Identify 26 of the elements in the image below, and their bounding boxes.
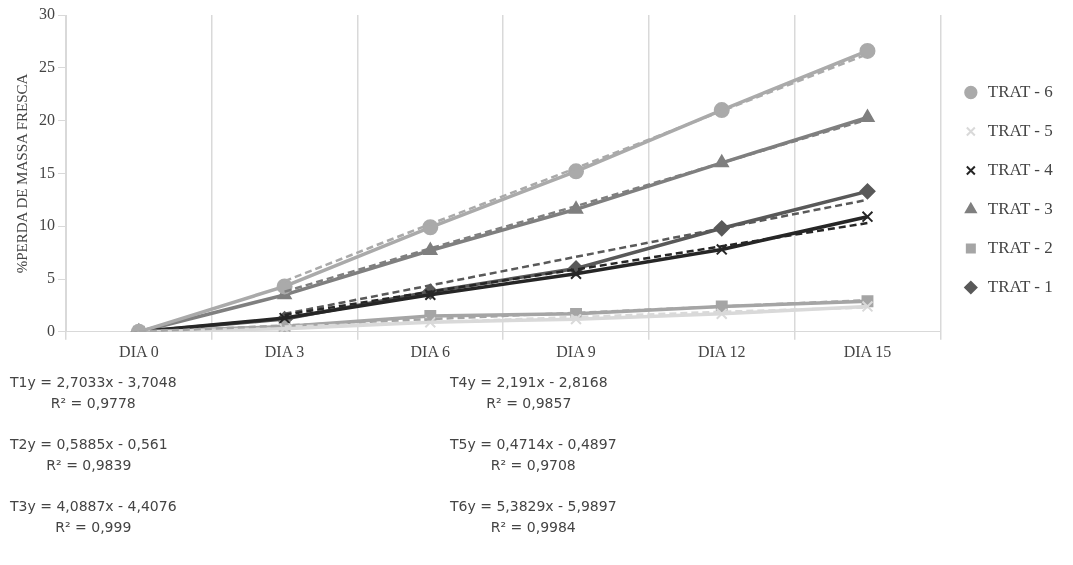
legend-label: TRAT - 6 [987, 81, 1053, 101]
y-axis-title: %PERDA DE MASSA FRESCA [13, 73, 30, 274]
y-tick-label: 15 [39, 163, 55, 181]
legend-label: TRAT - 1 [987, 276, 1053, 296]
text: T2y = 0,5885x - 0,561 R² = 0,9839 [10, 435, 168, 475]
x-tick-label: DIA 0 [119, 342, 159, 360]
y-tick-label: 20 [39, 110, 55, 128]
text: T1y = 2,7033x - 3,7048 R² = 0,9778 [10, 373, 177, 413]
x-tick-label: DIA 12 [697, 342, 746, 360]
legend-label: TRAT - 2 [987, 237, 1053, 257]
x-tick-label: DIA 9 [556, 342, 596, 360]
x-tick-label: DIA 15 [843, 342, 892, 360]
legend-label: TRAT - 4 [987, 159, 1054, 179]
y-tick-label: 0 [47, 322, 55, 339]
text: T4y = 2,191x - 2,8168 R² = 0,9857 [450, 373, 608, 413]
text: T6y = 5,3829x - 5,9897 R² = 0,9984 [450, 497, 617, 537]
text: T5y = 0,4714x - 0,4897 R² = 0,9708 [450, 435, 617, 475]
x-tick-label: DIA 6 [410, 342, 451, 360]
y-tick-label: 10 [39, 216, 55, 234]
text: T3y = 4,0887x - 4,4076 R² = 0,999 [10, 497, 177, 537]
y-tick-label: 30 [39, 5, 55, 23]
y-tick-label: 5 [47, 269, 55, 287]
legend-label: TRAT - 3 [987, 198, 1053, 218]
x-tick-label: DIA 3 [264, 342, 305, 360]
legend-label: TRAT - 5 [987, 120, 1053, 140]
y-tick-label: 25 [39, 58, 55, 75]
